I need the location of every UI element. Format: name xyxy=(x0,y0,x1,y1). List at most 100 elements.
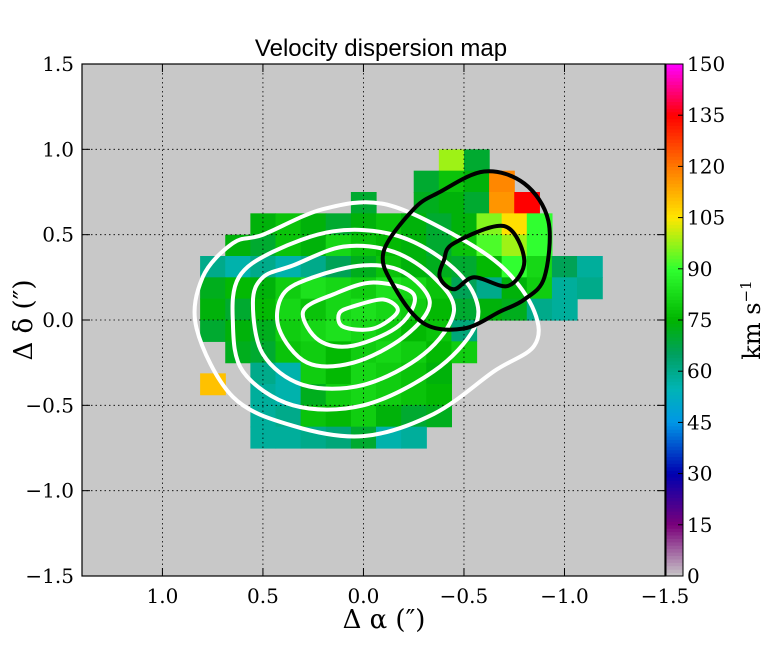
heatmap-cell xyxy=(250,384,277,406)
colorbar-segment xyxy=(666,487,683,492)
heatmap-cell xyxy=(514,192,540,214)
colorbar-tick-label: 75 xyxy=(687,308,712,332)
heatmap-cell xyxy=(300,277,327,300)
colorbar-tick-label: 120 xyxy=(687,154,725,178)
white-contour xyxy=(250,243,456,391)
heatmap-cell xyxy=(551,277,578,300)
colorbar-segment xyxy=(666,436,683,440)
colorbar-segment xyxy=(666,422,683,427)
colorbar-segment xyxy=(666,418,683,423)
colorbar-segment xyxy=(666,490,683,495)
colorbar-segment xyxy=(666,282,683,287)
colorbar-segment xyxy=(666,302,683,307)
colorbar-segment xyxy=(666,408,683,413)
y-tick-label: −1.0 xyxy=(25,479,74,503)
colorbar-segment xyxy=(666,268,683,273)
colorbar-segment xyxy=(666,569,683,574)
colorbar-segment xyxy=(666,313,683,318)
heatmap-cell xyxy=(225,341,251,364)
colorbar-segment xyxy=(666,545,683,550)
colorbar-segment xyxy=(666,84,683,89)
heatmap-cell xyxy=(275,362,302,385)
colorbar-segment xyxy=(666,531,683,536)
colorbar-segment xyxy=(666,255,683,260)
colorbar-segment xyxy=(666,463,683,468)
colorbar-segment xyxy=(666,350,683,355)
colorbar-segment xyxy=(666,190,683,195)
colorbar-segment xyxy=(666,326,683,331)
colorbar-segment xyxy=(666,316,683,321)
colorbar-segment xyxy=(666,391,683,396)
heatmap-cell xyxy=(426,384,452,406)
colorbar-tick-label: 30 xyxy=(687,462,712,486)
colorbar-segment xyxy=(666,74,683,79)
x-tick-label: 0.5 xyxy=(247,584,279,608)
colorbar-segment xyxy=(666,238,683,242)
colorbar-segment xyxy=(666,378,683,382)
colorbar-segment xyxy=(666,340,683,345)
heatmap-cell xyxy=(451,213,478,236)
colorbar-segment xyxy=(666,456,683,461)
x-axis-label: Δ α (″) xyxy=(343,605,426,635)
colorbar-segment xyxy=(666,330,683,335)
colorbar-segment xyxy=(666,364,683,369)
colorbar-segment xyxy=(666,118,683,123)
colorbar-segment xyxy=(666,562,683,567)
colorbar-segment xyxy=(666,108,683,113)
heatmap-cell xyxy=(426,298,452,321)
heatmap-cell xyxy=(501,277,528,300)
colorbar-segment xyxy=(666,279,683,283)
heatmap-cell xyxy=(300,213,327,236)
colorbar-segment xyxy=(666,265,683,270)
colorbar-segment xyxy=(666,541,683,546)
colorbar-segment xyxy=(666,538,683,543)
colorbar-segment xyxy=(666,104,683,109)
heatmap-cell xyxy=(463,192,490,214)
colorbar-tick-label: 0 xyxy=(687,564,700,588)
colorbar-segment xyxy=(666,162,683,167)
colorbar-segment xyxy=(666,166,683,171)
colorbar-segment xyxy=(666,524,683,529)
colorbar-segment xyxy=(666,343,683,348)
colorbar-segment xyxy=(666,234,683,239)
colorbar-segment xyxy=(666,367,683,372)
heatmap-cell xyxy=(250,298,277,321)
heatmap-cell xyxy=(489,192,515,214)
y-tick-label: −0.5 xyxy=(25,393,74,417)
colorbar-segment xyxy=(666,152,683,157)
colorbar-segment xyxy=(666,371,683,376)
heatmap-cell xyxy=(325,298,352,321)
colorbar-segment xyxy=(666,70,683,75)
colorbar-segment xyxy=(666,473,683,478)
colorbar-segment xyxy=(666,159,683,164)
colorbar-segment xyxy=(666,374,683,379)
heatmap-cell xyxy=(501,298,528,321)
colorbar-segment xyxy=(666,296,683,301)
heatmap-cell xyxy=(350,384,377,406)
colorbar-segment xyxy=(666,453,683,458)
x-tick-label: −1.5 xyxy=(641,584,690,608)
colorbar-segment xyxy=(666,128,683,133)
colorbar-segment xyxy=(666,449,683,454)
colorbar-segment xyxy=(666,224,683,229)
colorbar-segment xyxy=(666,395,683,399)
colorbar-tick-label: 90 xyxy=(687,257,712,281)
colorbar-segment xyxy=(666,535,683,539)
colorbar-segment xyxy=(666,429,683,434)
colorbar-tick-label: 45 xyxy=(687,410,712,434)
y-axis-ticks: 1.5 1.0 0.5 0.0 −0.5 −1.0 −1.5 xyxy=(25,52,665,588)
colorbar-segment xyxy=(666,357,683,362)
heatmap-cell xyxy=(350,362,377,385)
colorbar-segment xyxy=(666,145,683,150)
y-tick-label: −1.5 xyxy=(25,564,74,588)
colorbar-tick-label: 150 xyxy=(687,52,725,76)
colorbar-segment xyxy=(666,197,683,202)
colorbar-segment xyxy=(666,169,683,174)
colorbar-segment xyxy=(666,415,683,420)
colorbar-tick-label: 135 xyxy=(687,103,725,127)
colorbar-tick-label: 105 xyxy=(687,206,725,230)
colorbar-segment xyxy=(666,272,683,277)
heatmap-cell xyxy=(426,405,452,428)
